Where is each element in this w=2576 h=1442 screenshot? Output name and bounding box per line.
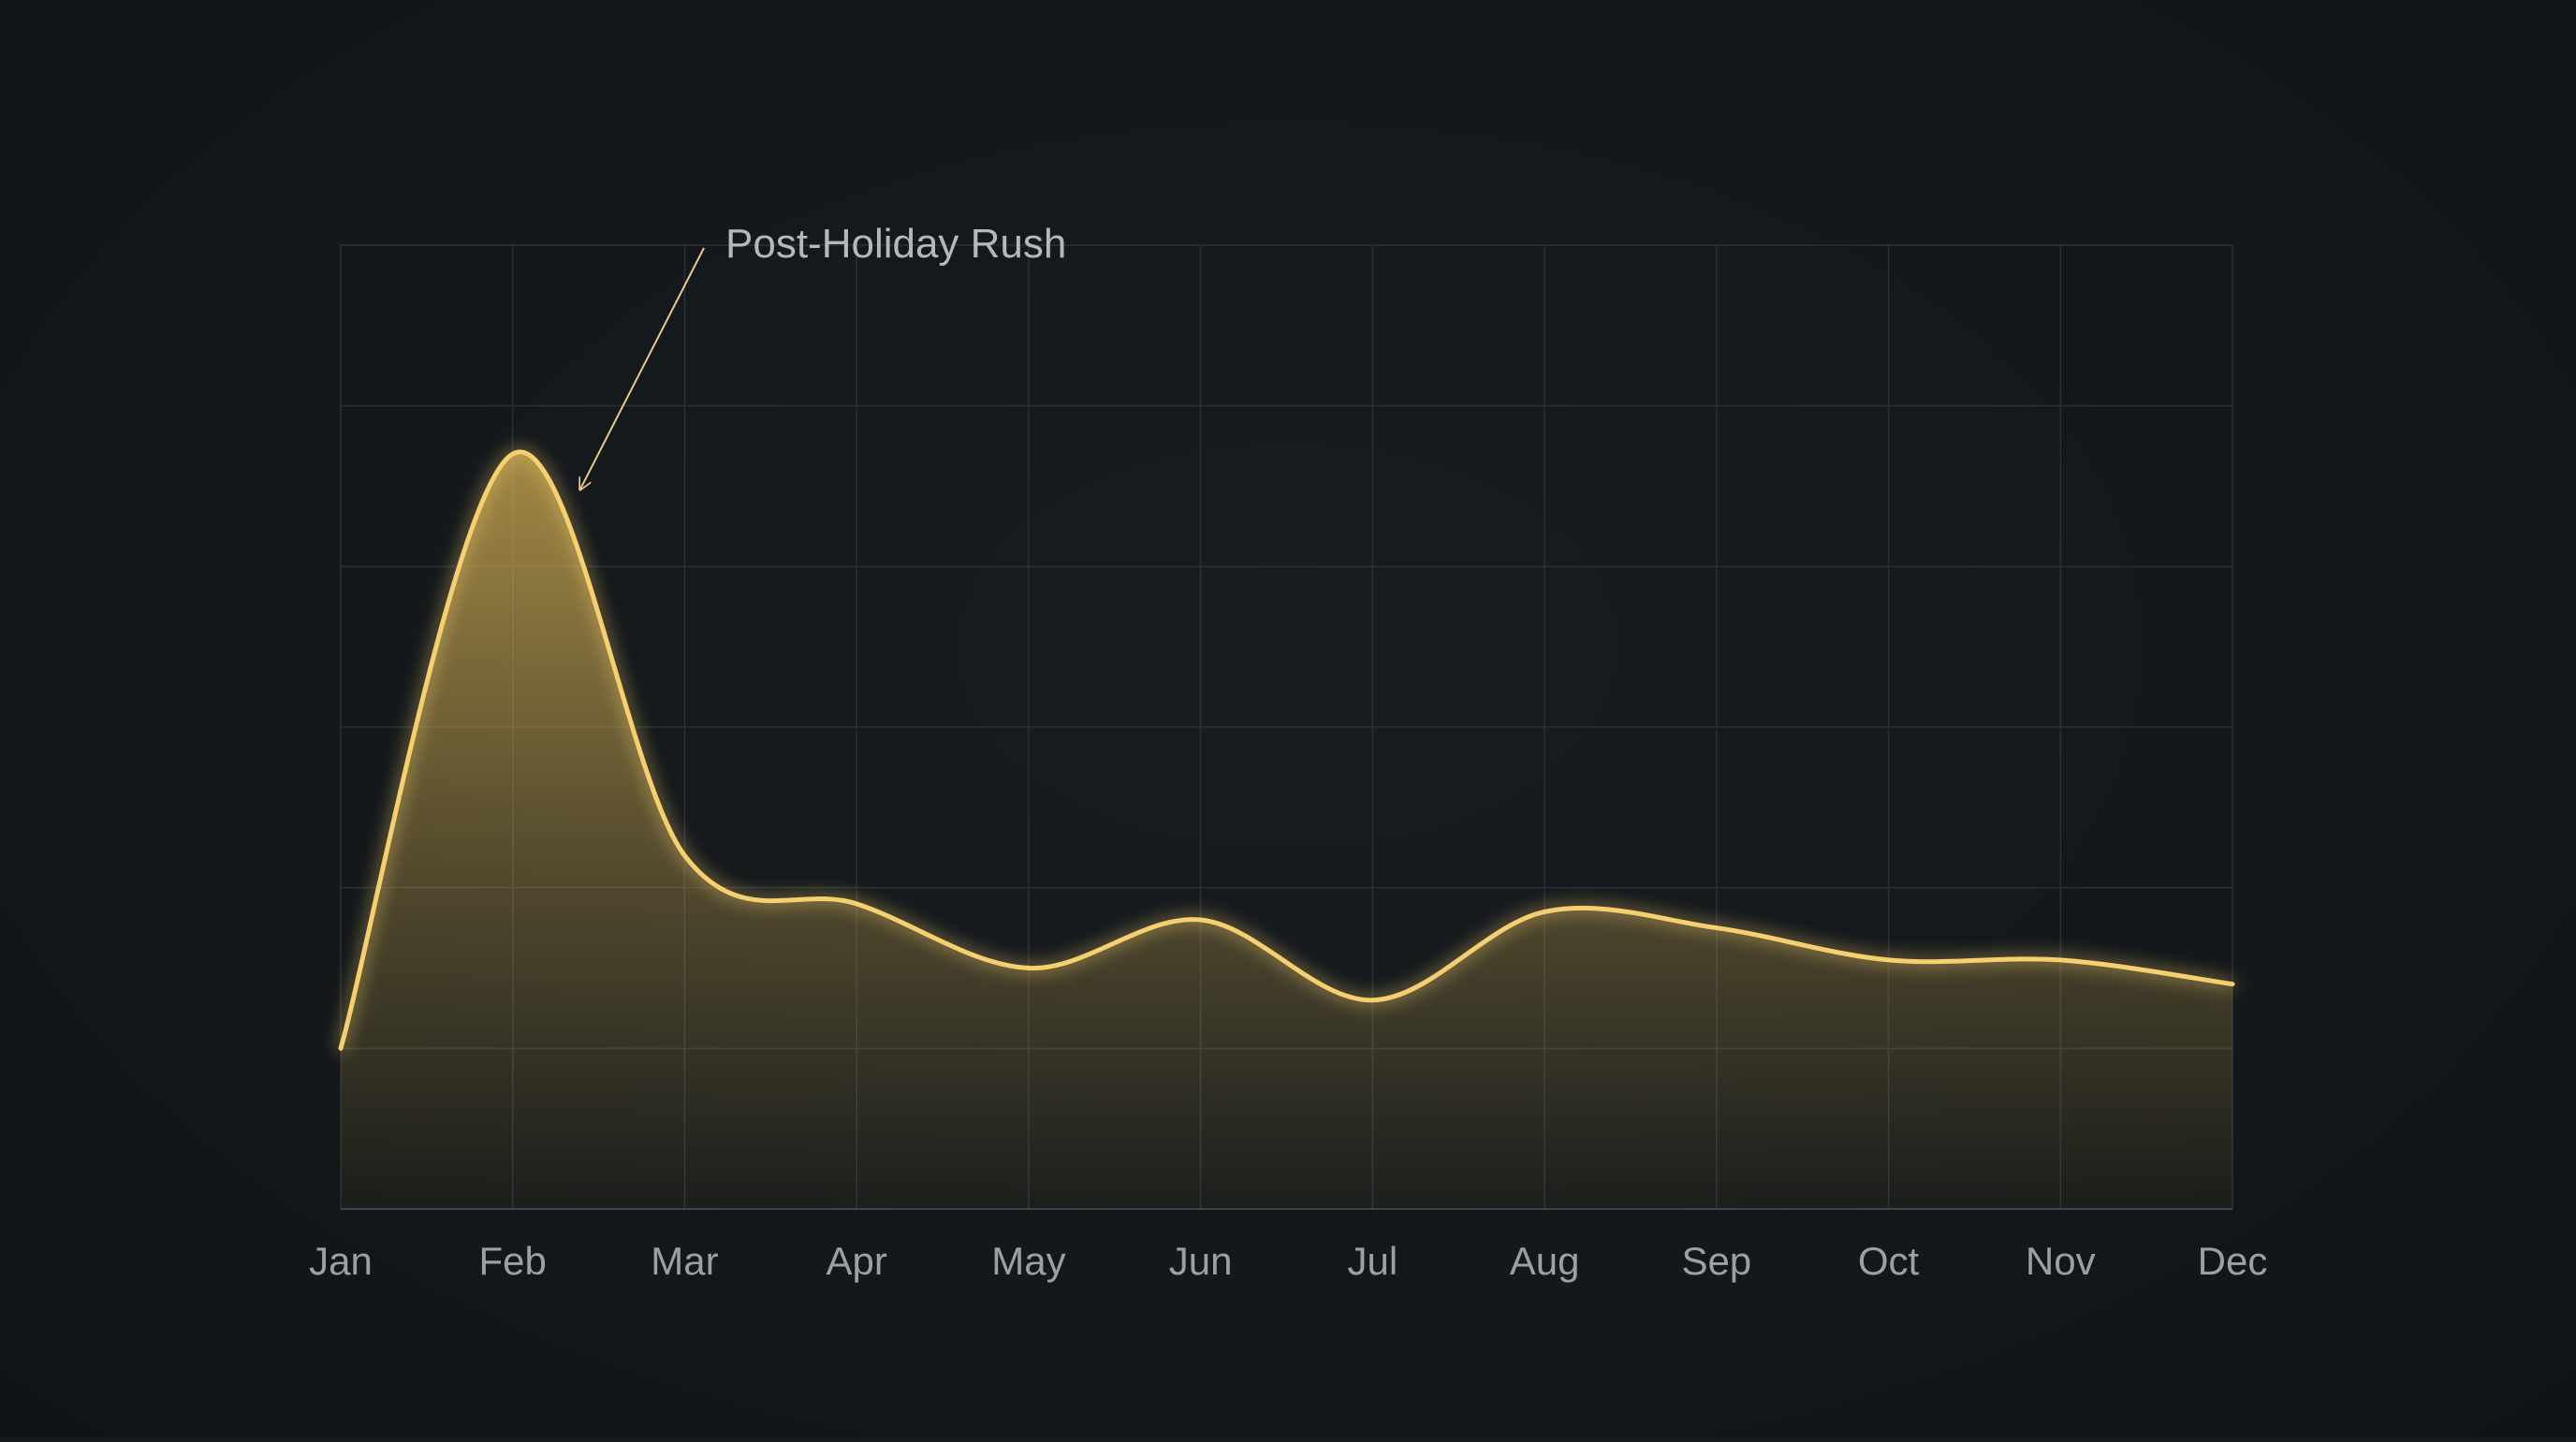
series-line [338, 449, 2235, 1051]
annotation-label: Post-Holiday Rush [725, 221, 1066, 267]
x-tick-label-feb: Feb [479, 1239, 547, 1283]
x-tick-label-sep: Sep [1681, 1239, 1751, 1283]
x-tick-label-jul: Jul [1348, 1239, 1398, 1283]
x-tick-label-mar: Mar [651, 1239, 718, 1283]
series-line-path [338, 449, 2235, 1051]
x-tick-label-jan: Jan [309, 1239, 373, 1283]
annotation-arrow [580, 247, 705, 489]
x-tick-label-may: May [991, 1239, 1065, 1283]
x-tick-label-oct: Oct [1858, 1239, 1920, 1283]
area-fill [341, 451, 2232, 1209]
x-tick-label-apr: Apr [827, 1239, 887, 1283]
x-axis: Jan Feb Mar Apr May Jun Jul Aug Sep Oct Nov Dec [309, 1239, 2267, 1283]
series-area [341, 451, 2232, 1209]
x-tick-label-nov: Nov [2026, 1239, 2096, 1283]
x-tick-label-aug: Aug [1510, 1239, 1580, 1283]
annotation: Post-Holiday Rush [580, 221, 1066, 489]
x-tick-label-dec: Dec [2198, 1239, 2268, 1283]
x-tick-label-jun: Jun [1169, 1239, 1233, 1283]
